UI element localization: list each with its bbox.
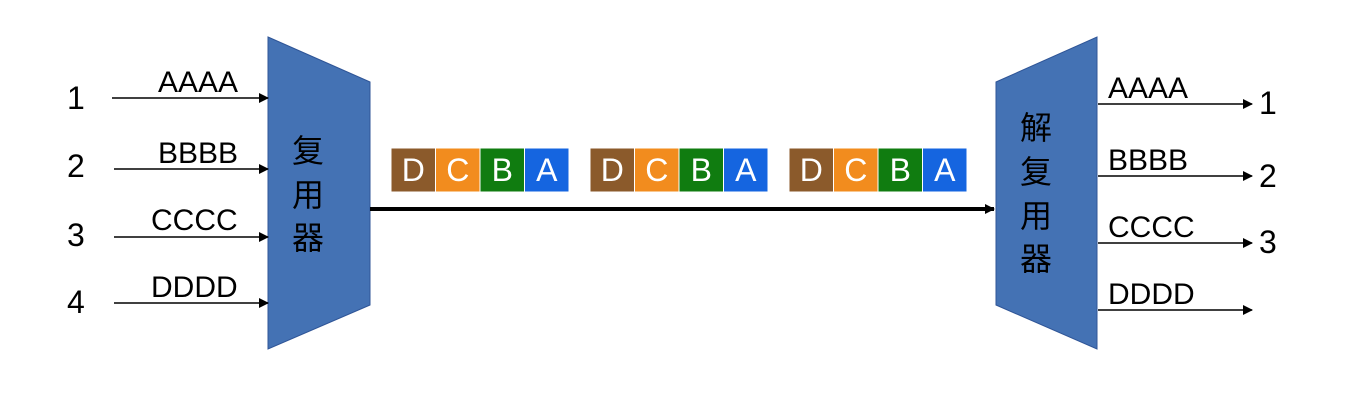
output-1: AAAA 1 — [1098, 72, 1277, 121]
frame-cell-box — [634, 147, 680, 193]
frame-cell-box — [833, 147, 879, 193]
output-3: CCCC 3 — [1098, 211, 1277, 260]
input-signal: BBBB — [158, 137, 238, 170]
demux-label-char-4: 器 — [1020, 240, 1052, 278]
output-2: BBBB 2 — [1098, 144, 1277, 194]
frame-cell-d: D — [788, 147, 834, 193]
frame-cell-c: C — [634, 147, 680, 193]
frame-cell-box — [922, 147, 968, 193]
output-signal: CCCC — [1108, 211, 1195, 244]
frame-cell-c: C — [435, 147, 481, 193]
input-1: 1 AAAA — [67, 66, 269, 116]
frame-cell-c: C — [833, 147, 879, 193]
input-2: 2 BBBB — [67, 137, 269, 184]
frame-cell-label: C — [446, 152, 469, 188]
frame-cell-d: D — [589, 147, 635, 193]
mux-label-char-1: 复 — [292, 132, 324, 170]
frame-cell-label: A — [735, 152, 757, 188]
multiplexer-shape — [267, 36, 371, 350]
input-4: 4 DDDD — [67, 271, 269, 320]
frame-cell-label: A — [536, 152, 558, 188]
input-signal: CCCC — [151, 204, 238, 237]
frame-cell-a: A — [723, 147, 769, 193]
frame-cell-label: B — [691, 152, 712, 188]
output-number: 2 — [1259, 158, 1277, 194]
mux-label-char-3: 器 — [292, 219, 324, 257]
frame-cell-box — [479, 147, 525, 193]
frame-cell-label: D — [402, 152, 425, 188]
output-signal: DDDD — [1108, 278, 1195, 311]
frame-cell-d: D — [390, 147, 436, 193]
frame-cell-box — [723, 147, 769, 193]
input-signal: AAAA — [158, 66, 238, 99]
frame-cell-label: D — [601, 152, 624, 188]
output-4: DDDD — [1098, 278, 1253, 315]
frame-cell-label: A — [934, 152, 956, 188]
output-number: 1 — [1259, 85, 1277, 121]
demux-label-char-1: 解 — [1020, 109, 1052, 147]
input-signal: DDDD — [151, 271, 238, 304]
frame-cell-b: B — [479, 147, 525, 193]
input-3: 3 CCCC — [67, 204, 269, 253]
frame-cell-label: B — [492, 152, 513, 188]
output-signal: BBBB — [1108, 144, 1188, 177]
input-number: 4 — [67, 284, 85, 320]
frame-cell-box — [524, 147, 570, 193]
mux-label-char-2: 用 — [292, 176, 324, 214]
frame-cell-label: C — [645, 152, 668, 188]
output-number: 3 — [1259, 224, 1277, 260]
frame-cell-box — [877, 147, 923, 193]
frame-cell-b: B — [678, 147, 724, 193]
frame-cell-a: A — [922, 147, 968, 193]
demux-label-char-2: 复 — [1020, 153, 1052, 191]
frame-cell-box — [390, 147, 436, 193]
frame-cell-box — [788, 147, 834, 193]
frame-cell-box — [678, 147, 724, 193]
frame-cell-label: D — [800, 152, 823, 188]
frame-cell-b: B — [877, 147, 923, 193]
frame-cell-label: C — [844, 152, 867, 188]
frame-cell-label: B — [890, 152, 911, 188]
input-number: 2 — [67, 148, 85, 184]
demux-label-char-3: 用 — [1020, 197, 1052, 235]
frame-cell-box — [435, 147, 481, 193]
demultiplexer-shape — [995, 36, 1098, 350]
input-number: 1 — [67, 80, 85, 116]
output-signal: AAAA — [1108, 72, 1188, 105]
input-number: 3 — [67, 217, 85, 253]
frame-cell-a: A — [524, 147, 570, 193]
